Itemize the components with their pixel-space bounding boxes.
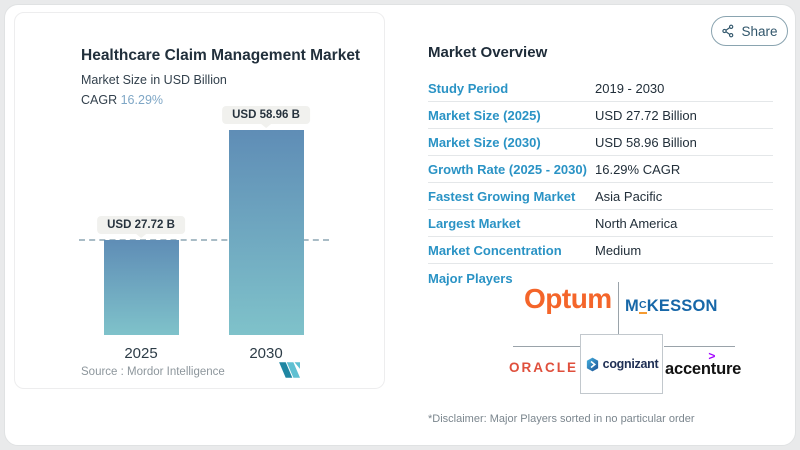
overview-table: Study Period 2019 - 2030 Market Size (20… bbox=[428, 75, 773, 264]
accenture-logo: > accenture bbox=[665, 349, 742, 379]
x-axis-label-2025: 2025 bbox=[124, 345, 158, 362]
oracle-logo: ORACLE bbox=[509, 360, 578, 375]
table-row: Largest Market North America bbox=[428, 210, 773, 237]
row-label: Fastest Growing Market bbox=[428, 188, 576, 204]
mordor-intelligence-logo-icon bbox=[279, 362, 300, 378]
table-row: Fastest Growing Market Asia Pacific bbox=[428, 183, 773, 210]
row-value: Asia Pacific bbox=[595, 188, 663, 204]
mckesson-rest: KESSON bbox=[646, 297, 718, 315]
cognizant-icon bbox=[586, 357, 598, 371]
cognizant-logo-box: cognizant bbox=[580, 334, 663, 394]
share-button-label: Share bbox=[741, 23, 778, 39]
players-divider-right bbox=[664, 346, 735, 347]
chart-subtitle: Market Size in USD Billion bbox=[81, 73, 227, 87]
row-value: North America bbox=[595, 215, 678, 231]
source-text: Source : Mordor Intelligence bbox=[81, 366, 225, 378]
disclaimer-text: *Disclaimer: Major Players sorted in no … bbox=[428, 413, 695, 425]
row-value: 2019 - 2030 bbox=[595, 80, 665, 96]
bar-2030 bbox=[229, 130, 304, 335]
mckesson-logo: MCKESSON bbox=[625, 297, 718, 317]
row-label: Market Size (2030) bbox=[428, 134, 541, 150]
bar-value-label-2030: USD 58.96 B bbox=[222, 106, 310, 124]
chart-title: Healthcare Claim Management Market bbox=[81, 47, 361, 64]
row-label: Growth Rate (2025 - 2030) bbox=[428, 161, 587, 177]
accenture-text: accenture bbox=[665, 360, 742, 378]
x-axis-label-2030: 2030 bbox=[249, 345, 283, 362]
table-row: Market Size (2025) USD 27.72 Billion bbox=[428, 102, 773, 129]
overview-heading: Market Overview bbox=[428, 44, 548, 61]
share-icon bbox=[722, 24, 734, 38]
row-value: USD 58.96 Billion bbox=[595, 134, 697, 150]
optum-logo: Optum bbox=[524, 283, 612, 314]
row-label: Largest Market bbox=[428, 215, 521, 231]
major-players-label: Major Players bbox=[428, 271, 513, 286]
bar-value-label-2025: USD 27.72 B bbox=[97, 216, 185, 234]
accenture-chevron-icon: > bbox=[708, 349, 716, 363]
share-button[interactable]: Share bbox=[711, 16, 788, 46]
mckesson-c: C bbox=[638, 300, 647, 314]
row-value: USD 27.72 Billion bbox=[595, 107, 697, 123]
table-row: Market Size (2030) USD 58.96 Billion bbox=[428, 129, 773, 156]
table-row: Market Concentration Medium bbox=[428, 237, 773, 264]
row-label: Market Concentration bbox=[428, 242, 562, 258]
cognizant-logo: cognizant bbox=[602, 357, 659, 371]
row-value: Medium bbox=[595, 242, 642, 258]
row-value: 16.29% CAGR bbox=[595, 161, 681, 177]
chart-cagr: CAGR 16.29% bbox=[81, 93, 163, 107]
chart-panel: Healthcare Claim Management Market Marke… bbox=[14, 12, 385, 389]
row-label: Market Size (2025) bbox=[428, 107, 541, 123]
bar-2025 bbox=[104, 240, 179, 335]
cagr-value: 16.29% bbox=[120, 93, 164, 107]
reference-dashed-line bbox=[79, 239, 329, 241]
players-divider-vertical bbox=[618, 282, 619, 334]
mckesson-m: M bbox=[625, 297, 639, 315]
players-divider-left bbox=[513, 346, 580, 347]
table-row: Study Period 2019 - 2030 bbox=[428, 75, 773, 102]
table-row: Growth Rate (2025 - 2030) 16.29% CAGR bbox=[428, 156, 773, 183]
row-label: Study Period bbox=[428, 80, 509, 96]
cagr-label: CAGR bbox=[81, 93, 118, 107]
